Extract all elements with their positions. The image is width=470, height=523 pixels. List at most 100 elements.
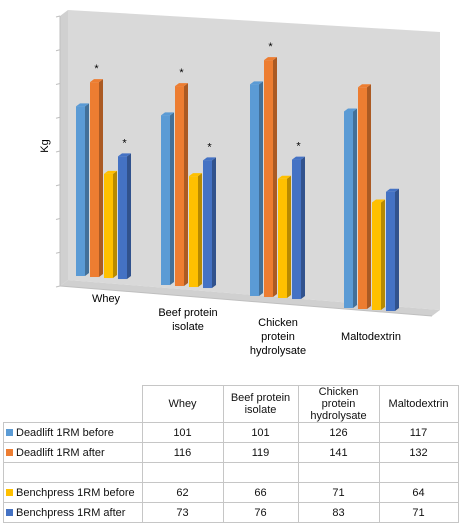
chart-left-wall: [60, 10, 68, 286]
table-row-label: Benchpress 1RM after: [3, 502, 143, 523]
table-empty-cell: [222, 462, 299, 483]
table-cell: 62: [141, 482, 224, 503]
bar-front: [104, 173, 113, 279]
bar: [264, 57, 277, 298]
bar: [386, 188, 399, 312]
bar: [250, 81, 263, 296]
bar-front: [161, 115, 170, 285]
bar-front: [189, 176, 198, 288]
legend-swatch: [6, 448, 13, 456]
y-axis-tick: [55, 184, 61, 187]
series-name: Deadlift 1RM before: [16, 426, 114, 439]
series-name: Benchpress 1RM before: [16, 486, 135, 499]
bar-top: [118, 153, 131, 157]
bar-front: [278, 178, 287, 299]
table-header-whey: Whey: [141, 385, 224, 423]
legend-swatch: [6, 488, 13, 496]
bar-top: [292, 156, 305, 160]
bar-top: [189, 173, 202, 177]
bar-front: [250, 84, 259, 296]
bar-front: [203, 160, 212, 289]
x-axis-line: [59, 285, 433, 317]
bar-front: [386, 191, 395, 312]
category-label: Maltodextrin: [341, 331, 401, 343]
table-cell: 64: [378, 482, 459, 503]
bar-side: [99, 79, 103, 278]
bar-top: [386, 188, 399, 192]
bar-chart: Kg * * * * * * Whey Beef protein isolate Chicken…: [39, 10, 440, 357]
bar-side: [301, 156, 305, 300]
category-label: Beef protein isolate: [158, 307, 217, 333]
bar-front: [344, 111, 353, 308]
table-row-label: Deadlift 1RM after: [3, 442, 143, 463]
significance-marker: *: [94, 63, 99, 75]
table-header-row: Whey Beef protein isolate Chicken protei…: [3, 385, 459, 423]
bar-side: [127, 153, 131, 280]
table-spacer-row: [3, 462, 459, 483]
table-empty-cell: [3, 462, 143, 483]
table-cell: 101: [141, 422, 224, 443]
bar-front: [118, 156, 127, 280]
legend-swatch: [6, 428, 13, 436]
y-axis-tick: [55, 218, 61, 220]
table-cell: 141: [297, 442, 380, 463]
bar-side: [381, 199, 385, 311]
bar-front: [264, 60, 273, 298]
bar-top: [250, 81, 263, 85]
table-empty-cell: [141, 462, 224, 483]
significance-marker: *: [122, 137, 127, 149]
bar-front: [175, 86, 184, 287]
table-cell: 116: [141, 442, 224, 463]
bar-top: [161, 112, 174, 116]
table-cell: 101: [222, 422, 299, 443]
bar-top: [104, 170, 117, 174]
legend-swatch: [6, 508, 13, 516]
significance-marker: *: [207, 141, 212, 153]
table-corner-cell: [3, 385, 143, 423]
significance-marker: *: [268, 41, 273, 53]
bar: [278, 175, 291, 299]
bar-top: [90, 79, 103, 83]
y-axis-tick: [55, 83, 61, 85]
table-row: Deadlift 1RM before 101 101 126 117: [3, 422, 459, 443]
bar-top: [278, 175, 291, 179]
bar: [203, 157, 216, 289]
table-header-beef: Beef protein isolate: [222, 385, 299, 423]
bar-side: [367, 84, 371, 310]
bar: [104, 170, 117, 279]
table-cell: 117: [378, 422, 459, 443]
bar: [175, 83, 188, 287]
table-row: Benchpress 1RM before 62 66 71 64: [3, 482, 459, 503]
bar-side: [170, 112, 174, 285]
bar: [372, 199, 385, 311]
bar-side: [212, 157, 216, 289]
category-label: Whey: [92, 293, 121, 305]
category-label: Chicken protein hydrolysate: [250, 317, 306, 357]
bar-front: [372, 202, 381, 311]
y-axis-tick: [55, 15, 61, 18]
bar-front: [292, 159, 301, 300]
bar-side: [198, 173, 202, 288]
bar-side: [395, 188, 399, 312]
bar: [161, 112, 174, 285]
bar-side: [353, 108, 357, 308]
bar-side: [259, 81, 263, 296]
bar-top: [264, 57, 277, 61]
bar-front: [90, 82, 99, 278]
significance-marker: *: [179, 67, 184, 79]
bar-top: [203, 157, 216, 161]
table-row-label: Deadlift 1RM before: [3, 422, 143, 443]
bar-top: [358, 84, 371, 88]
table-empty-cell: [297, 462, 380, 483]
series-name: Deadlift 1RM after: [16, 446, 105, 459]
y-axis-tick: [55, 49, 61, 52]
table-header-maltodextrin: Maltodextrin: [378, 385, 459, 423]
table-cell: 126: [297, 422, 380, 443]
bar: [358, 84, 371, 310]
bar: [90, 79, 103, 278]
y-axis-tick: [55, 116, 61, 119]
category-labels: Whey Beef protein isolate Chicken protein hyd…: [92, 293, 401, 357]
bar-side: [113, 170, 117, 279]
table-empty-cell: [378, 462, 459, 483]
table-row: Deadlift 1RM after 116 119 141 132: [3, 442, 459, 463]
